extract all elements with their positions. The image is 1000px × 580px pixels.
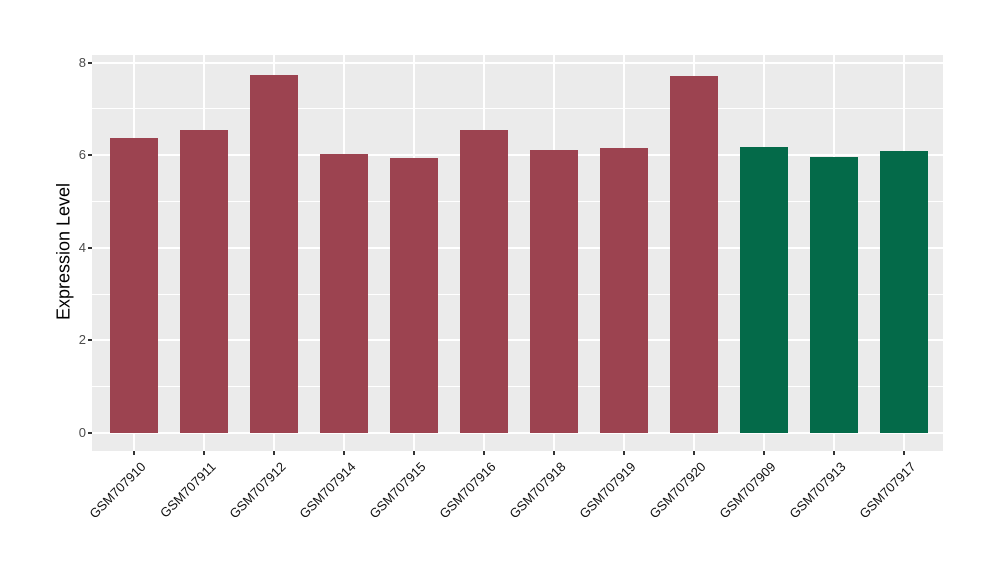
- bar-GSM707917: [880, 150, 928, 433]
- gridline-major: [92, 246, 943, 249]
- bar-GSM707920: [670, 76, 718, 433]
- x-tick-mark: [133, 451, 135, 455]
- y-tick-label: 8: [78, 54, 86, 70]
- y-tick-label: 2: [78, 332, 86, 348]
- x-tick-mark: [903, 451, 905, 455]
- x-tick-mark: [693, 451, 695, 455]
- bar-GSM707912: [250, 74, 298, 433]
- y-tick-mark: [88, 61, 92, 64]
- gridline-minor: [92, 386, 943, 388]
- gridline-minor: [92, 201, 943, 202]
- x-tick-mark: [203, 451, 205, 455]
- x-tick-mark: [413, 451, 415, 455]
- y-tick-mark: [88, 339, 92, 342]
- x-tick-mark: [553, 451, 555, 455]
- bar-GSM707909: [740, 146, 788, 433]
- bar-GSM707914: [320, 153, 368, 433]
- bar-GSM707919: [600, 147, 648, 433]
- x-tick-mark: [273, 451, 275, 455]
- y-tick-label: 0: [78, 425, 86, 440]
- bar-GSM707913: [810, 157, 858, 433]
- x-tick-mark: [343, 451, 345, 455]
- gridline-major: [92, 339, 943, 342]
- x-tick-mark: [623, 451, 625, 455]
- gridline-major: [92, 61, 943, 64]
- plot-panel: [92, 55, 943, 451]
- bar-GSM707915: [390, 157, 438, 433]
- y-tick-mark: [88, 432, 92, 434]
- x-tick-mark: [833, 451, 835, 455]
- y-tick-label: 4: [78, 239, 86, 255]
- bar-GSM707910: [110, 137, 158, 433]
- gridline-major: [92, 154, 943, 157]
- gridline-minor: [92, 293, 943, 295]
- x-tick-mark: [483, 451, 485, 455]
- gridline-minor: [92, 108, 943, 110]
- y-tick-label: 6: [78, 147, 86, 163]
- bar-GSM707911: [180, 130, 228, 433]
- gridline-major: [92, 432, 943, 434]
- bar-GSM707916: [460, 130, 508, 433]
- bar-GSM707918: [530, 150, 578, 433]
- x-tick-mark: [763, 451, 765, 455]
- y-tick-mark: [88, 246, 92, 249]
- y-tick-mark: [88, 154, 92, 157]
